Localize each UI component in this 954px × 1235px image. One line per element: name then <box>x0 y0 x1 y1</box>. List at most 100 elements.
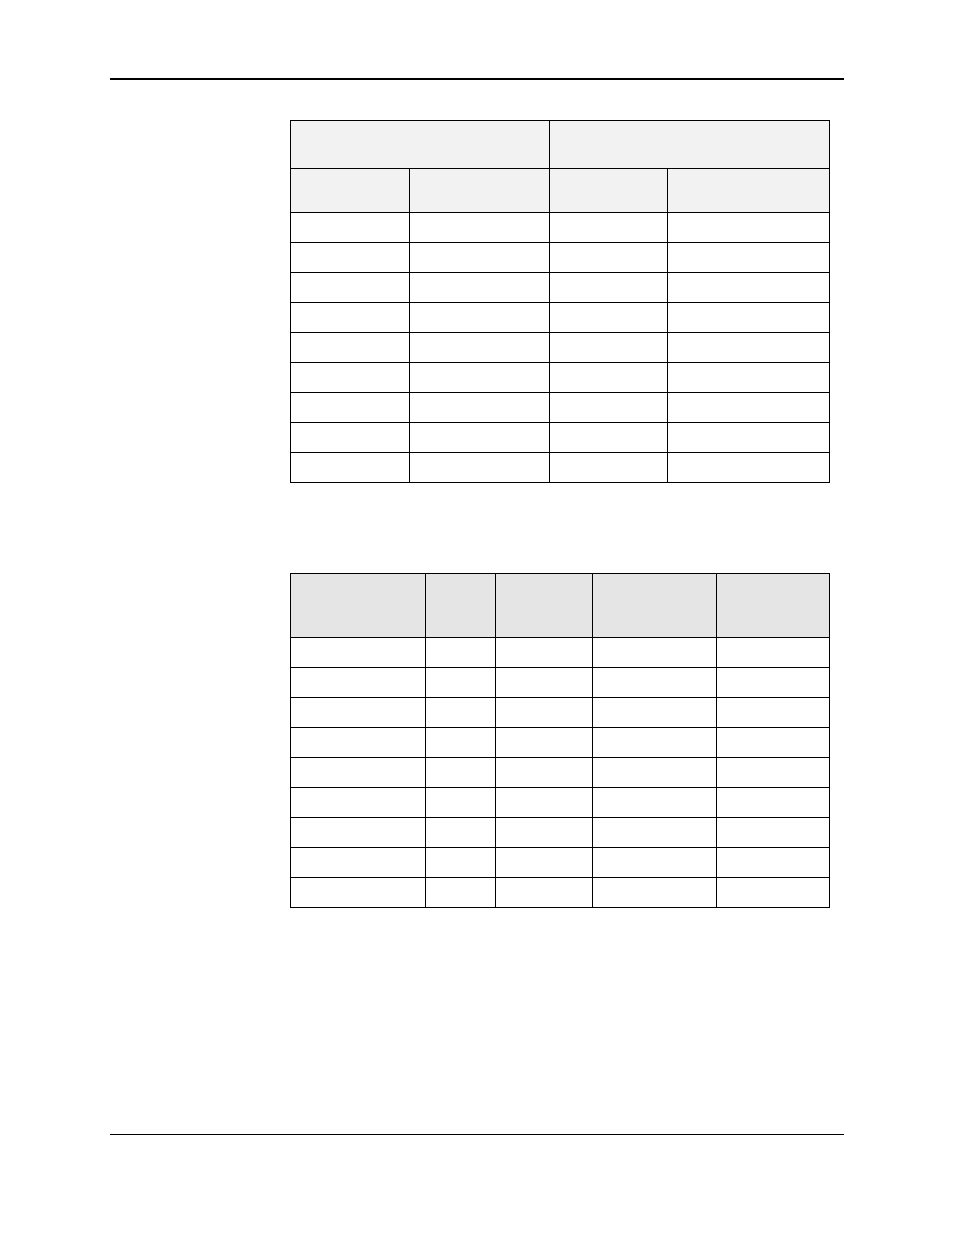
table2-header-3 <box>592 574 716 638</box>
table-row <box>291 393 830 423</box>
table1-cell <box>668 243 830 273</box>
table1-cell <box>668 393 830 423</box>
page <box>0 0 954 1235</box>
table-row <box>291 363 830 393</box>
table2-cell <box>291 848 426 878</box>
table2-header-2 <box>495 574 592 638</box>
table1-cell <box>668 453 830 483</box>
table2-cell <box>592 668 716 698</box>
header-rule <box>110 78 844 80</box>
table2 <box>290 573 830 908</box>
table2-cell <box>425 818 495 848</box>
table2-cell <box>716 818 829 848</box>
table1-cell <box>291 333 410 363</box>
table2-cell <box>716 878 829 908</box>
table1-cell <box>291 453 410 483</box>
table2-cell <box>425 638 495 668</box>
table-row <box>291 333 830 363</box>
table1-cell <box>291 273 410 303</box>
table1-cell <box>668 423 830 453</box>
table2-cell <box>495 848 592 878</box>
footer-rule <box>110 1134 844 1135</box>
table2-cell <box>495 668 592 698</box>
table2-cell <box>291 638 426 668</box>
table1-cell <box>409 453 549 483</box>
table1-cell <box>291 303 410 333</box>
table-row <box>291 758 830 788</box>
table2-header-4 <box>716 574 829 638</box>
table-row <box>291 818 830 848</box>
table1-cell <box>549 243 668 273</box>
table1-group-header-1 <box>549 121 829 169</box>
table2-cell <box>495 878 592 908</box>
table2-cell <box>592 848 716 878</box>
table2-cell <box>291 818 426 848</box>
table1-cell <box>549 393 668 423</box>
table1-cell <box>668 213 830 243</box>
table2-cell <box>716 848 829 878</box>
table-row <box>291 273 830 303</box>
table1-cell <box>409 393 549 423</box>
table-row <box>291 243 830 273</box>
table1-cell <box>668 303 830 333</box>
table1-cell <box>409 213 549 243</box>
table1-cell <box>549 333 668 363</box>
table1-cell <box>549 303 668 333</box>
table2-cell <box>495 698 592 728</box>
table2-cell <box>425 758 495 788</box>
table-row <box>291 668 830 698</box>
table1-cell <box>409 303 549 333</box>
table1-cell <box>291 393 410 423</box>
table1-wrap <box>290 120 844 483</box>
table1-cell <box>668 363 830 393</box>
table1 <box>290 120 830 483</box>
table1-sub-header-1 <box>409 169 549 213</box>
table2-cell <box>291 758 426 788</box>
table1-cell <box>409 423 549 453</box>
table2-cell <box>291 698 426 728</box>
table1-cell <box>409 243 549 273</box>
table2-cell <box>291 878 426 908</box>
table1-cell <box>549 423 668 453</box>
table2-header-0 <box>291 574 426 638</box>
table1-sub-header-3 <box>668 169 830 213</box>
table1-sub-header-0 <box>291 169 410 213</box>
table2-cell <box>592 698 716 728</box>
table2-cell <box>592 728 716 758</box>
table-row <box>291 728 830 758</box>
table1-cell <box>291 213 410 243</box>
table2-header-1 <box>425 574 495 638</box>
table2-cell <box>716 698 829 728</box>
table2-cell <box>716 638 829 668</box>
table1-sub-header-2 <box>549 169 668 213</box>
table-row <box>291 788 830 818</box>
table2-cell <box>592 758 716 788</box>
table2-cell <box>495 728 592 758</box>
table2-cell <box>425 728 495 758</box>
table1-cell <box>291 243 410 273</box>
table2-cell <box>425 788 495 818</box>
table1-cell <box>668 333 830 363</box>
table2-cell <box>592 818 716 848</box>
table2-cell <box>495 818 592 848</box>
table2-cell <box>495 788 592 818</box>
table-row <box>291 878 830 908</box>
table1-cell <box>549 273 668 303</box>
table2-cell <box>495 758 592 788</box>
table2-cell <box>716 728 829 758</box>
table2-cell <box>425 878 495 908</box>
table2-cell <box>716 758 829 788</box>
table2-cell <box>592 638 716 668</box>
table1-cell <box>291 363 410 393</box>
table2-cell <box>291 788 426 818</box>
table1-cell <box>549 453 668 483</box>
table2-cell <box>716 788 829 818</box>
table2-cell <box>592 878 716 908</box>
table2-cell <box>425 848 495 878</box>
table-row <box>291 698 830 728</box>
table-row <box>291 423 830 453</box>
table2-cell <box>425 698 495 728</box>
table1-cell <box>549 363 668 393</box>
table2-cell <box>592 788 716 818</box>
table-row <box>291 213 830 243</box>
